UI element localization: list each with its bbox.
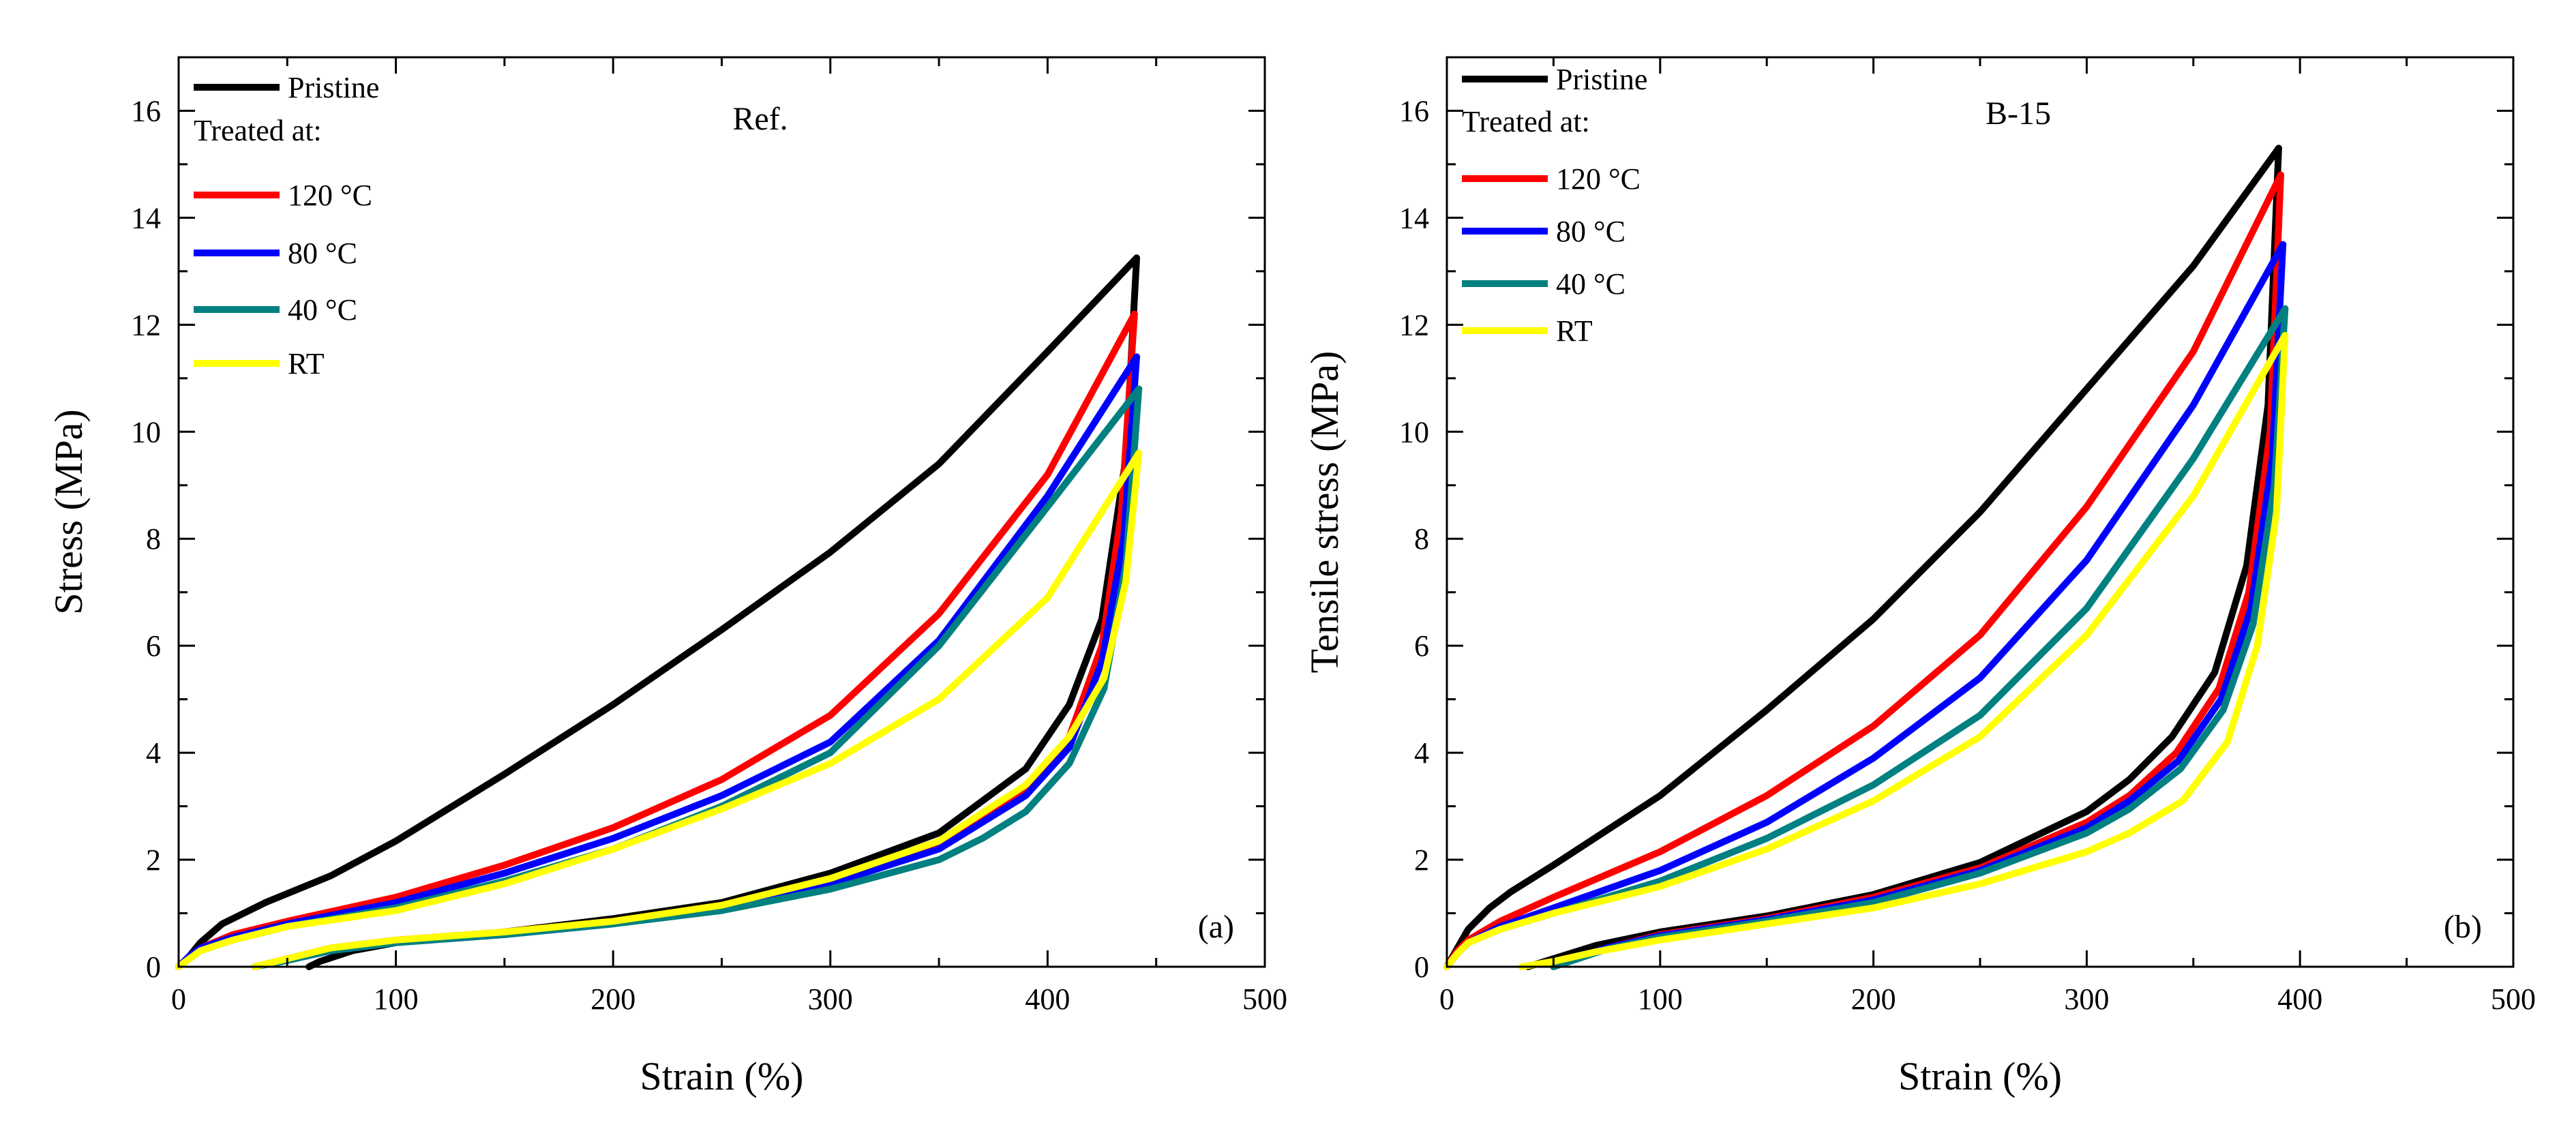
x-tick-label: 500 [2491, 982, 2536, 1016]
x-tick-label: 100 [1638, 982, 1683, 1016]
y-tick-label: 10 [131, 415, 161, 449]
x-tick-label: 200 [590, 982, 635, 1016]
x-tick-label: 300 [2064, 982, 2109, 1016]
x-tick-label: 0 [1439, 982, 1454, 1016]
y-tick-label: 14 [1399, 201, 1429, 235]
y-tick-label: 12 [1399, 308, 1429, 342]
x-tick-label: 500 [1242, 982, 1287, 1016]
series-line-pristine-unloading [305, 254, 1140, 970]
chart-panel-a: 0 100 200 300 400 500 0 2 4 6 8 10 12 14 16 Strain (%) S… [46, 56, 1287, 1098]
panel-label: (a) [1198, 909, 1234, 945]
series-line-80c-loading [1443, 241, 2287, 970]
series-line-rt-unloading [1518, 332, 2289, 970]
x-tick-label: 100 [374, 982, 419, 1016]
panel-title: B-15 [1986, 95, 2051, 132]
chart-panel-b: 0 100 200 300 400 500 0 2 4 6 8 10 12 14 16 Strain (%) T… [1302, 56, 2536, 1098]
legend-label: 80 °C [288, 237, 357, 270]
y-tick-label: 8 [1414, 522, 1429, 556]
legend-label: Pristine [288, 71, 379, 104]
legend-heading: Treated at: [194, 114, 322, 147]
x-tick-label: 400 [1025, 982, 1070, 1016]
series-line-rt-loading [175, 449, 1143, 970]
y-tick-label: 2 [146, 843, 161, 877]
legend-label: RT [1556, 314, 1593, 348]
x-tick-label: 200 [1851, 982, 1896, 1016]
series-group [1443, 145, 2289, 970]
y-tick-label: 2 [1414, 843, 1429, 877]
series-line-pristine-unloading [1524, 145, 2282, 970]
legend-label: 80 °C [1556, 215, 1626, 248]
y-tick-label: 0 [146, 950, 161, 984]
series-line-40c-loading [1443, 305, 2289, 970]
series-line-rt-unloading [251, 449, 1143, 970]
y-tick-label: 8 [146, 522, 161, 556]
y-tick-label: 6 [146, 629, 161, 663]
legend-label: 40 °C [1556, 267, 1626, 301]
series-line-40c-unloading [251, 385, 1143, 970]
series-line-80c-unloading [251, 353, 1140, 970]
legend: Pristine Treated at: 120 °C 80 °C 40 °C RT [194, 71, 379, 380]
x-tick-label: 0 [171, 982, 186, 1016]
x-tick-label: 400 [2277, 982, 2322, 1016]
x-axis-title: Strain (%) [1898, 1054, 2062, 1098]
y-tick-label: 0 [1414, 950, 1429, 984]
series-line-80c-loading [175, 353, 1140, 970]
legend-label: 120 °C [1556, 162, 1641, 196]
series-line-pristine-loading [1443, 145, 2282, 970]
legend-label: RT [288, 347, 325, 380]
series-line-80c-unloading [1550, 241, 2287, 970]
panel-title: Ref. [732, 101, 788, 137]
series-line-pristine-loading [175, 254, 1140, 970]
series-group [175, 254, 1143, 970]
panel-label: (b) [2444, 909, 2482, 945]
y-tick-label: 14 [131, 201, 161, 235]
y-tick-label: 16 [131, 94, 161, 127]
legend-heading: Treated at: [1462, 105, 1590, 138]
x-tick-label: 300 [808, 982, 853, 1016]
series-line-rt-loading [1443, 332, 2289, 970]
y-tick-label: 4 [146, 736, 161, 770]
y-tick-label: 10 [1399, 415, 1429, 449]
y-axis-title: Stress (MPa) [46, 409, 91, 614]
y-tick-label: 16 [1399, 94, 1429, 127]
x-axis-title: Strain (%) [640, 1054, 804, 1098]
legend-label: 120 °C [288, 179, 372, 212]
y-axis-title: Tensile stress (MPa) [1302, 351, 1347, 674]
legend-label: Pristine [1556, 63, 1647, 96]
legend-label: 40 °C [288, 293, 357, 327]
y-tick-label: 12 [131, 308, 161, 342]
legend: Pristine Treated at: 120 °C 80 °C 40 °C RT [1462, 63, 1647, 348]
y-tick-label: 4 [1414, 736, 1429, 770]
y-tick-label: 6 [1414, 629, 1429, 663]
